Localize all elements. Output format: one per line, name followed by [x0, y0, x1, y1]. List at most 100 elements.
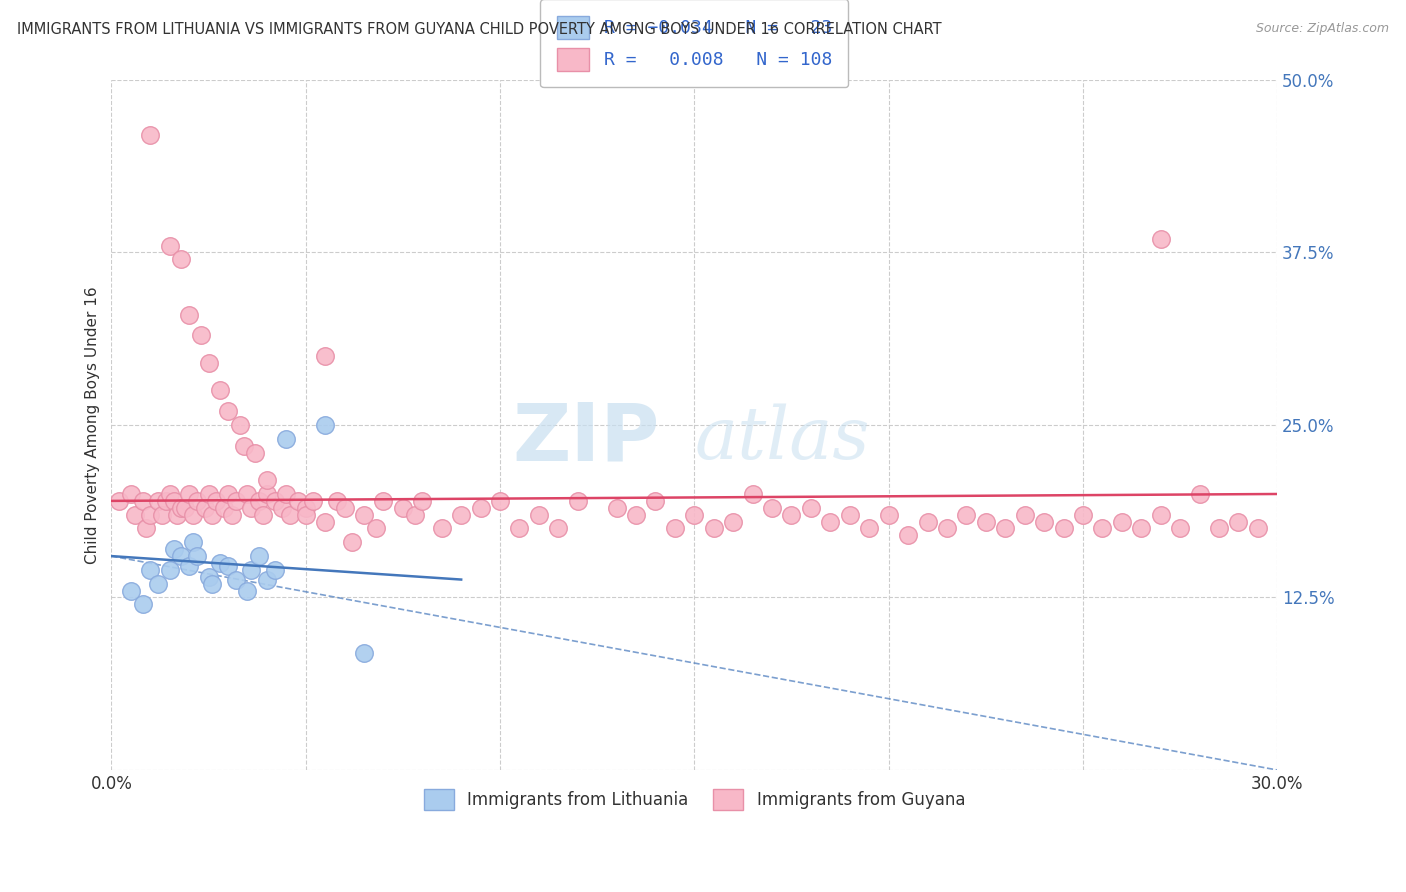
Point [162, 494, 184, 508]
Point [508, 521, 530, 535]
Point [1091, 521, 1114, 535]
Point [897, 528, 920, 542]
Point [170, 252, 193, 267]
Point [166, 508, 188, 522]
Point [342, 535, 364, 549]
Point [404, 508, 426, 522]
Point [225, 573, 247, 587]
Point [917, 515, 939, 529]
Point [470, 500, 492, 515]
Point [240, 500, 263, 515]
Point [683, 508, 706, 522]
Point [333, 500, 356, 515]
Point [353, 508, 375, 522]
Point [181, 535, 204, 549]
Point [179, 487, 201, 501]
Point [131, 494, 153, 508]
Point [252, 508, 274, 522]
Point [186, 494, 208, 508]
Point [1111, 515, 1133, 529]
Point [217, 558, 239, 573]
Text: Source: ZipAtlas.com: Source: ZipAtlas.com [1256, 22, 1389, 36]
Point [209, 384, 232, 398]
Point [411, 494, 433, 508]
Point [450, 508, 472, 522]
Point [858, 521, 880, 535]
Point [120, 583, 142, 598]
Point [228, 417, 250, 432]
Point [392, 500, 415, 515]
Point [232, 439, 254, 453]
Point [124, 508, 146, 522]
Point [624, 508, 647, 522]
Y-axis label: Child Poverty Among Boys Under 16: Child Poverty Among Boys Under 16 [86, 286, 100, 564]
Point [1208, 521, 1230, 535]
Point [209, 556, 232, 570]
Point [159, 238, 181, 252]
Point [606, 500, 628, 515]
Point [155, 494, 177, 508]
Point [240, 563, 263, 577]
Point [190, 328, 212, 343]
Point [741, 487, 763, 501]
Point [135, 521, 157, 535]
Point [170, 500, 193, 515]
Point [1014, 508, 1036, 522]
Point [221, 508, 243, 522]
Point [314, 417, 336, 432]
Point [353, 646, 375, 660]
Point [664, 521, 686, 535]
Point [974, 515, 997, 529]
Point [820, 515, 842, 529]
Point [314, 515, 336, 529]
Point [245, 445, 267, 459]
Point [170, 549, 193, 563]
Point [936, 521, 959, 535]
Point [256, 573, 278, 587]
Point [174, 500, 197, 515]
Point [294, 500, 316, 515]
Point [197, 570, 219, 584]
Point [139, 128, 162, 143]
Point [159, 487, 181, 501]
Legend: Immigrants from Lithuania, Immigrants from Guyana: Immigrants from Lithuania, Immigrants fr… [411, 776, 979, 824]
Point [197, 356, 219, 370]
Point [1227, 515, 1250, 529]
Point [247, 549, 270, 563]
Point [489, 494, 512, 508]
Point [780, 508, 803, 522]
Point [644, 494, 666, 508]
Point [302, 494, 325, 508]
Point [294, 508, 316, 522]
Point [877, 508, 900, 522]
Point [276, 487, 298, 501]
Point [838, 508, 860, 522]
Point [236, 583, 259, 598]
Point [108, 494, 131, 508]
Point [1033, 515, 1056, 529]
Point [1130, 521, 1153, 535]
Point [761, 500, 783, 515]
Point [1247, 521, 1270, 535]
Point [271, 500, 294, 515]
Point [186, 549, 208, 563]
Point [1071, 508, 1094, 522]
Point [162, 542, 184, 557]
Point [1150, 232, 1173, 246]
Point [247, 494, 270, 508]
Text: IMMIGRANTS FROM LITHUANIA VS IMMIGRANTS FROM GUYANA CHILD POVERTY AMONG BOYS UND: IMMIGRANTS FROM LITHUANIA VS IMMIGRANTS … [17, 22, 942, 37]
Point [150, 508, 173, 522]
Point [547, 521, 569, 535]
Point [197, 487, 219, 501]
Point [212, 500, 235, 515]
Point [179, 558, 201, 573]
Point [263, 494, 285, 508]
Point [146, 576, 169, 591]
Point [287, 494, 309, 508]
Point [194, 500, 217, 515]
Point [567, 494, 589, 508]
Point [120, 487, 142, 501]
Point [278, 508, 301, 522]
Text: ZIP: ZIP [512, 400, 659, 478]
Point [236, 487, 259, 501]
